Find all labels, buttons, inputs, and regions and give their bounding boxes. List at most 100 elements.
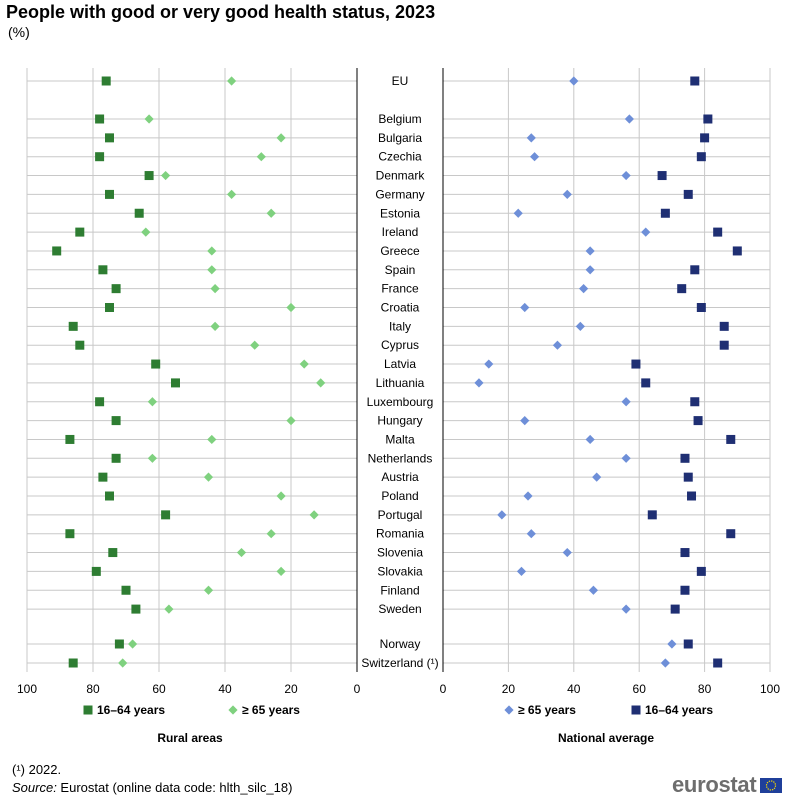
chart-title: People with good or very good health sta… xyxy=(6,2,436,22)
national-16-64-point xyxy=(696,303,706,312)
national-16-64-point xyxy=(700,133,710,143)
national-16-64-point xyxy=(641,378,651,388)
legend-rural-16-64-label: 16–64 years xyxy=(97,703,165,717)
national-65plus-point xyxy=(526,529,536,539)
source-text: Eurostat (online data code: hlth_silc_18… xyxy=(56,780,293,795)
national-16-64-point xyxy=(732,246,742,256)
rural-65plus-point xyxy=(286,416,296,426)
rural-16-64-point xyxy=(121,585,131,595)
country-label: Malta xyxy=(385,432,415,446)
country-label: Latvia xyxy=(384,357,416,371)
national-65plus-point xyxy=(621,170,631,181)
national-65plus-point xyxy=(660,658,670,668)
national-16-64-point xyxy=(660,208,670,218)
rural-65plus-point xyxy=(309,510,319,520)
legend-national-16-64-marker xyxy=(631,705,641,715)
country-label: Finland xyxy=(380,583,419,597)
x-tick-label-rural: 0 xyxy=(354,682,361,696)
rural-65plus-point xyxy=(118,658,128,668)
country-label: Slovenia xyxy=(377,546,423,560)
rural-16-64-point xyxy=(108,548,118,558)
rural-65plus-point xyxy=(207,246,217,256)
national-65plus-point xyxy=(562,547,572,558)
eurostat-logo: eurostat xyxy=(672,772,783,798)
country-label: Slovakia xyxy=(377,564,423,578)
rural-16-64-point xyxy=(68,321,78,331)
x-tick-label-national: 40 xyxy=(567,682,581,696)
rural-16-64-point xyxy=(114,639,124,649)
rural-16-64-point xyxy=(75,227,85,237)
panel-label-national: National average xyxy=(558,731,654,745)
national-16-64-point xyxy=(693,416,703,426)
national-65plus-point xyxy=(585,265,595,275)
rural-16-64-point xyxy=(101,76,111,86)
rural-65plus-point xyxy=(299,359,309,369)
national-65plus-point xyxy=(516,566,527,576)
rural-65plus-point xyxy=(286,302,296,313)
dumbbell-chart: 100 80 60 40 20 0 0 20 40 60 80 100 EU Belgium Bulgari… xyxy=(17,68,780,745)
rural-65plus-point xyxy=(161,170,171,181)
national-16-64-point xyxy=(677,284,687,294)
x-tick-label-rural: 80 xyxy=(86,682,100,696)
country-label: Croatia xyxy=(381,301,420,315)
rural-16-64-point xyxy=(95,397,105,407)
national-65plus-point xyxy=(585,246,595,256)
national-65plus-point xyxy=(484,359,494,369)
country-label: Bulgaria xyxy=(378,131,422,145)
rural-65plus-point xyxy=(141,227,151,237)
national-65plus-point xyxy=(575,321,585,331)
country-label: Romania xyxy=(376,527,424,541)
legend-rural-65plus-label: ≥ 65 years xyxy=(242,703,300,717)
source-note: Source: Eurostat (online data code: hlth… xyxy=(12,780,292,795)
country-label: France xyxy=(381,282,419,296)
x-tick-label-national: 80 xyxy=(698,682,712,696)
chart-subtitle: (%) xyxy=(8,24,30,40)
country-label: Greece xyxy=(380,244,420,258)
national-65plus-point xyxy=(569,76,579,86)
national-16-64-point xyxy=(690,397,700,407)
national-65plus-point xyxy=(641,227,651,237)
national-65plus-point xyxy=(474,378,484,388)
country-label: Cyprus xyxy=(381,338,419,352)
country-label: Estonia xyxy=(380,206,420,220)
national-16-64-point xyxy=(703,114,713,124)
rural-16-64-point xyxy=(65,434,75,444)
x-tick-label-rural: 100 xyxy=(17,682,37,696)
rural-65plus-point xyxy=(147,397,157,407)
national-65plus-point xyxy=(520,416,530,426)
national-65plus-point xyxy=(523,491,533,501)
country-label: Ireland xyxy=(382,225,419,239)
national-65plus-point xyxy=(621,604,631,614)
rural-65plus-point xyxy=(210,284,220,294)
rural-16-64-point xyxy=(134,208,144,218)
rural-65plus-point xyxy=(276,133,286,143)
rural-16-64-point xyxy=(151,359,161,369)
x-tick-label-national: 60 xyxy=(633,682,647,696)
national-16-64-point xyxy=(713,227,723,237)
country-label: Belgium xyxy=(378,112,421,126)
national-65plus-point xyxy=(667,639,677,649)
national-16-64-point xyxy=(696,152,706,162)
country-label: Italy xyxy=(389,319,411,333)
national-16-64-point xyxy=(690,76,700,86)
rural-65plus-point xyxy=(203,472,214,482)
logo-text: eurostat xyxy=(672,772,757,797)
national-65plus-point xyxy=(621,397,631,407)
rural-16-64-point xyxy=(98,265,108,275)
x-tick-label-rural: 60 xyxy=(152,682,166,696)
national-16-64-point xyxy=(726,529,736,539)
national-65plus-point xyxy=(497,510,507,520)
country-label: Switzerland (¹) xyxy=(361,656,438,670)
legend-national-65plus-label: ≥ 65 years xyxy=(518,703,576,717)
country-label: Denmark xyxy=(376,169,426,183)
rural-65plus-point xyxy=(316,378,326,388)
rural-16-64-point xyxy=(91,566,101,576)
country-label: Hungary xyxy=(377,414,422,428)
country-label: Spain xyxy=(385,263,416,277)
rural-65plus-point xyxy=(227,76,237,86)
rural-16-64-point xyxy=(161,510,171,520)
country-label: Lithuania xyxy=(376,376,425,390)
national-65plus-point xyxy=(562,189,572,199)
rural-16-64-point xyxy=(95,152,105,162)
national-16-64-point xyxy=(683,639,693,649)
